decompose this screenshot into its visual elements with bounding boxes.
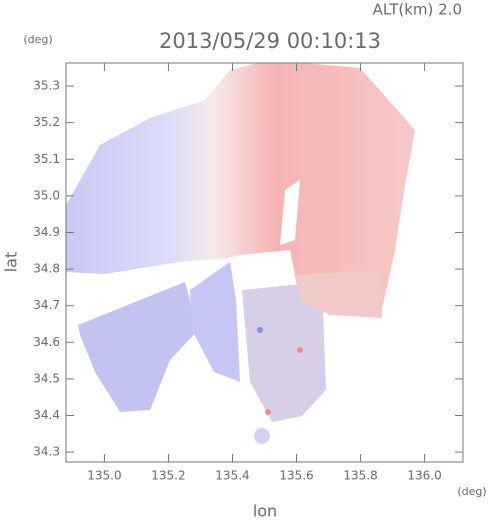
- y-tick-label: 34.8: [33, 262, 60, 276]
- y-axis-label: lat: [2, 252, 21, 273]
- y-tick-label: 34.9: [33, 225, 60, 239]
- x-axis-label: lon: [253, 502, 277, 521]
- y-tick-label: 34.5: [33, 371, 60, 385]
- radar-field: [66, 63, 415, 444]
- y-tick-label: 34.3: [33, 445, 60, 459]
- y-tick-label: 34.6: [33, 335, 60, 349]
- x-tick-label: 135.2: [151, 469, 185, 483]
- plot-frame: [65, 62, 464, 463]
- annotation: ALT(km) 2.0: [373, 1, 462, 19]
- chart-title: 2013/05/29 00:10:13: [159, 29, 381, 53]
- y-unit: (deg): [23, 33, 52, 46]
- x-tick-label: 135.0: [87, 469, 121, 483]
- y-tick-label: 34.4: [33, 408, 60, 422]
- y-tick-label: 35.2: [33, 115, 60, 129]
- y-tick-label: 35.1: [33, 152, 60, 166]
- y-tick-label: 34.7: [33, 298, 60, 312]
- x-tick-label: 135.6: [279, 469, 313, 483]
- x-tick-label: 135.8: [343, 469, 377, 483]
- x-tick-label: 135.4: [215, 469, 249, 483]
- y-tick-label: 35.0: [33, 188, 60, 202]
- y-tick-label: 35.3: [33, 79, 60, 93]
- x-tick-label: 136.0: [407, 469, 441, 483]
- x-unit: (deg): [457, 485, 486, 498]
